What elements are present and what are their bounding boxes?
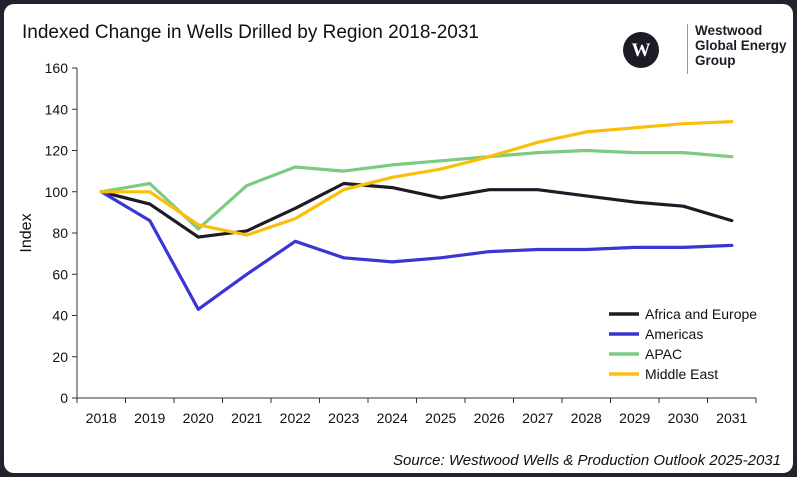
x-tick-label: 2024 (377, 410, 408, 426)
x-tick-label: 2028 (571, 410, 602, 426)
company-name-line-2: Global Energy (695, 38, 787, 53)
y-axis-label: Index (18, 213, 35, 252)
y-tick-label: 140 (45, 101, 69, 117)
company-name-line-1: Westwood (695, 23, 763, 38)
legend-label-americas: Americas (645, 326, 703, 342)
y-tick-label: 0 (60, 390, 68, 406)
y-tick-label: 80 (52, 225, 68, 241)
x-tick-label: 2027 (522, 410, 553, 426)
series-line-middle-east (99, 119, 734, 237)
x-tick-label: 2018 (86, 410, 117, 426)
x-tick-label: 2021 (231, 410, 262, 426)
x-tick-label: 2022 (280, 410, 311, 426)
chart-title: Indexed Change in Wells Drilled by Regio… (22, 22, 479, 43)
y-tick-label: 20 (52, 349, 68, 365)
x-tick-label: 2031 (716, 410, 747, 426)
x-tick-label: 2025 (425, 410, 456, 426)
y-tick-label: 160 (45, 60, 69, 76)
x-tick-label: 2026 (474, 410, 505, 426)
legend-label-apac: APAC (645, 346, 682, 362)
x-tick-label: 2023 (328, 410, 359, 426)
series-line-africa-and-europe (99, 181, 734, 239)
y-tick-label: 60 (52, 266, 68, 282)
westwood-w-icon: W (623, 32, 659, 68)
x-tick-label: 2019 (134, 410, 165, 426)
x-tick-label: 2020 (183, 410, 214, 426)
chart-card: Indexed Change in Wells Drilled by Regio… (4, 4, 793, 473)
series-line-apac (99, 148, 734, 231)
y-tick-label: 40 (52, 308, 68, 324)
source-note: Source: Westwood Wells & Production Outl… (393, 452, 781, 469)
svg-text:W: W (632, 40, 651, 61)
legend-label-africa-and-europe: Africa and Europe (645, 306, 757, 322)
x-tick-label: 2030 (668, 410, 699, 426)
y-tick-label: 120 (45, 143, 69, 159)
x-tick-label: 2029 (619, 410, 650, 426)
company-name: Westwood Global Energy Group (695, 23, 787, 68)
company-name-line-3: Group (695, 53, 736, 68)
y-tick-label: 100 (45, 184, 69, 200)
line-chart: 0 20 40 60 80 100 120 140 160 2018 2019 2020 2021 202… (18, 60, 757, 426)
legend-label-middle-east: Middle East (645, 366, 718, 382)
series-line-americas (99, 190, 734, 311)
logo-divider (687, 24, 688, 74)
